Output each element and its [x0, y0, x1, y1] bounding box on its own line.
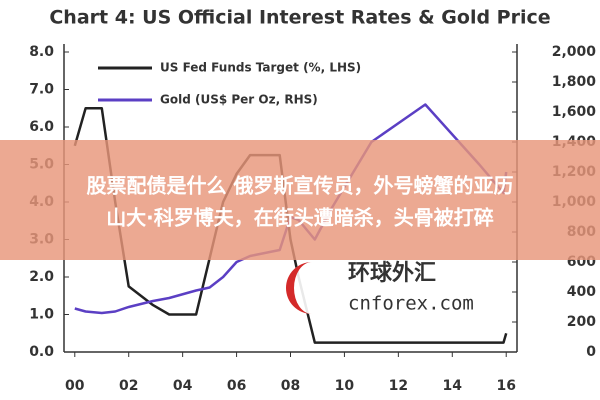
y-tick-label: 6.0: [29, 119, 54, 135]
y-tick-label: 8.0: [29, 44, 54, 60]
y2-tick-label: 1,600: [552, 104, 597, 120]
legend-label: US Fed Funds Target (%, LHS): [160, 61, 361, 75]
x-tick-label: 08: [281, 378, 300, 394]
x-tick-label: 10: [335, 378, 355, 394]
y2-tick-label: 200: [567, 314, 596, 330]
y2-tick-label: 0: [586, 344, 596, 360]
x-tick-label: 16: [496, 378, 515, 394]
banner-text: 股票配债是什么 俄罗斯宣传员，外号螃蟹的亚历: [87, 174, 514, 198]
y-tick-label: 2.0: [29, 269, 54, 285]
y-tick-label: 7.0: [29, 82, 54, 98]
watermark-logo: [286, 262, 312, 314]
watermark-text: cnforex.com: [348, 293, 474, 315]
x-tick-label: 06: [227, 378, 246, 394]
y2-tick-label: 2,000: [552, 44, 597, 60]
watermark-logo: [286, 262, 338, 314]
x-tick-label: 12: [389, 378, 408, 394]
y-tick-label: 0.0: [29, 344, 54, 360]
y2-tick-label: 400: [567, 284, 596, 300]
x-tick-label: 02: [119, 378, 138, 394]
watermark-text: 环球外汇: [348, 260, 436, 286]
x-tick-label: 04: [173, 378, 193, 394]
x-tick-label: 14: [443, 378, 463, 394]
chart-title: Chart 4: US Official Interest Rates & Go…: [49, 7, 550, 29]
x-tick-label: 00: [65, 378, 85, 394]
legend-label: Gold (US$ Per Oz, RHS): [160, 93, 318, 107]
y2-tick-label: 1,800: [552, 74, 597, 90]
y-tick-label: 1.0: [29, 307, 54, 323]
banner-text: 山大·科罗博夫，在街头遭暗杀，头骨被打碎: [106, 206, 494, 230]
banner: [0, 140, 600, 260]
